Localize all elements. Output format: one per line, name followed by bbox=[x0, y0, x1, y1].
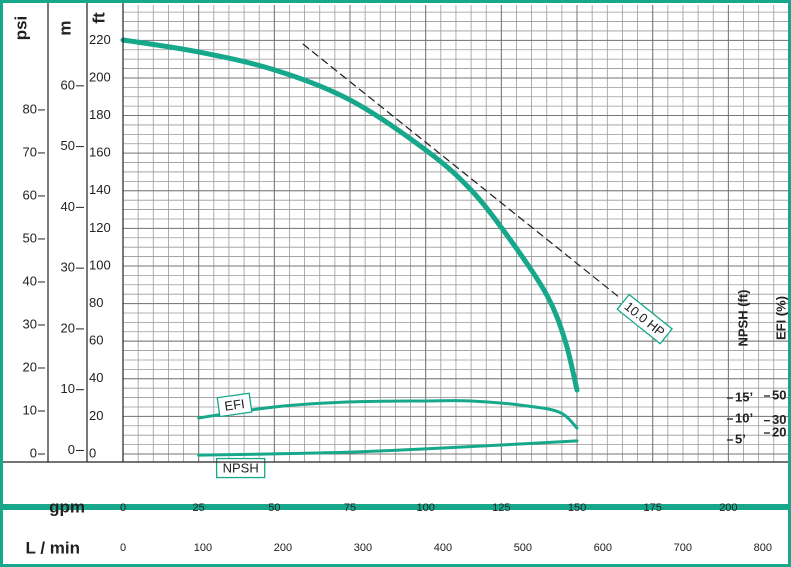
right-tick-label: 30 bbox=[772, 412, 786, 427]
y-tick-label: 0 bbox=[30, 445, 37, 460]
series-label-text: EFI bbox=[223, 396, 245, 414]
series-line bbox=[197, 439, 579, 457]
x2-tick-label: 0 bbox=[120, 542, 126, 554]
y-tick-label: 50 bbox=[61, 138, 75, 153]
x2-tick-label: 300 bbox=[354, 542, 372, 554]
right-axis-title: NPSH (ft) bbox=[735, 289, 750, 346]
x2-tick-label: 400 bbox=[434, 542, 452, 554]
frame bbox=[0, 0, 791, 510]
x-tick-label: 200 bbox=[719, 502, 737, 514]
y-axis-title: m bbox=[55, 20, 74, 35]
y-tick-label: 20 bbox=[89, 408, 103, 423]
series-label: EFI bbox=[216, 392, 253, 418]
y-tick-label: 100 bbox=[89, 257, 111, 272]
y-axis-title: psi bbox=[11, 16, 30, 41]
power-label-box bbox=[616, 293, 673, 345]
x2-tick-label: 800 bbox=[754, 542, 772, 554]
y-tick-label: 80 bbox=[23, 101, 37, 116]
right-axis-title: EFI (%) bbox=[773, 296, 788, 340]
x2-tick-label: 500 bbox=[514, 542, 532, 554]
x-tick-label: 0 bbox=[120, 502, 126, 514]
right-tick-label: 5’ bbox=[735, 431, 746, 446]
y-tick-label: 10 bbox=[23, 402, 37, 417]
head-curve bbox=[120, 37, 580, 393]
y-tick-label: 60 bbox=[89, 333, 103, 348]
right-tick-label: 10’ bbox=[735, 410, 753, 425]
y-axis-title: ft bbox=[89, 12, 108, 24]
series-label: NPSH bbox=[215, 457, 266, 479]
y-tick-label: 30 bbox=[23, 316, 37, 331]
x2-tick-label: 700 bbox=[674, 542, 692, 554]
y-tick-label: 0 bbox=[89, 445, 96, 460]
series-label-box bbox=[215, 457, 266, 479]
y-tick-label: 200 bbox=[89, 69, 111, 84]
y-tick-label: 40 bbox=[23, 273, 37, 288]
y-tick-label: 50 bbox=[23, 230, 37, 245]
x2-tick-label: 200 bbox=[274, 542, 292, 554]
y-tick-label: 20 bbox=[61, 320, 75, 335]
x-tick-label: 100 bbox=[417, 502, 435, 514]
series-label-box bbox=[216, 392, 253, 418]
y-tick-label: 80 bbox=[89, 295, 103, 310]
y-tick-label: 120 bbox=[89, 220, 111, 235]
series-label-text: NPSH bbox=[223, 461, 259, 476]
x2-tick-label: 600 bbox=[594, 542, 612, 554]
x-tick-label: 125 bbox=[492, 502, 510, 514]
y-tick-label: 140 bbox=[89, 182, 111, 197]
x-axis-title: gpm bbox=[49, 497, 85, 516]
y-tick-label: 60 bbox=[61, 77, 75, 92]
y-tick-label: 20 bbox=[23, 359, 37, 374]
x2-axis-title: L / min bbox=[26, 538, 80, 557]
y-tick-label: 220 bbox=[89, 32, 111, 47]
y-tick-label: 0 bbox=[68, 442, 75, 457]
x-tick-label: 25 bbox=[193, 502, 205, 514]
right-tick-label: 15’ bbox=[735, 389, 753, 404]
y-tick-label: 40 bbox=[89, 370, 103, 385]
y-tick-label: 70 bbox=[23, 144, 37, 159]
y-tick-label: 30 bbox=[61, 260, 75, 275]
y-tick-label: 40 bbox=[61, 199, 75, 214]
y-tick-label: 10 bbox=[61, 381, 75, 396]
x-tick-label: 175 bbox=[644, 502, 662, 514]
x-tick-label: 50 bbox=[268, 502, 280, 514]
y-tick-label: 160 bbox=[89, 145, 111, 160]
y-tick-label: 60 bbox=[23, 187, 37, 202]
series-line bbox=[197, 399, 579, 430]
x-tick-label: 75 bbox=[344, 502, 356, 514]
power-line bbox=[302, 43, 621, 299]
x2-tick-label: 100 bbox=[194, 542, 212, 554]
right-tick-label: 20 bbox=[772, 424, 786, 439]
right-tick-label: 50 bbox=[772, 387, 786, 402]
x-tick-label: 150 bbox=[568, 502, 586, 514]
grid bbox=[122, 5, 788, 462]
y-tick-label: 180 bbox=[89, 107, 111, 122]
